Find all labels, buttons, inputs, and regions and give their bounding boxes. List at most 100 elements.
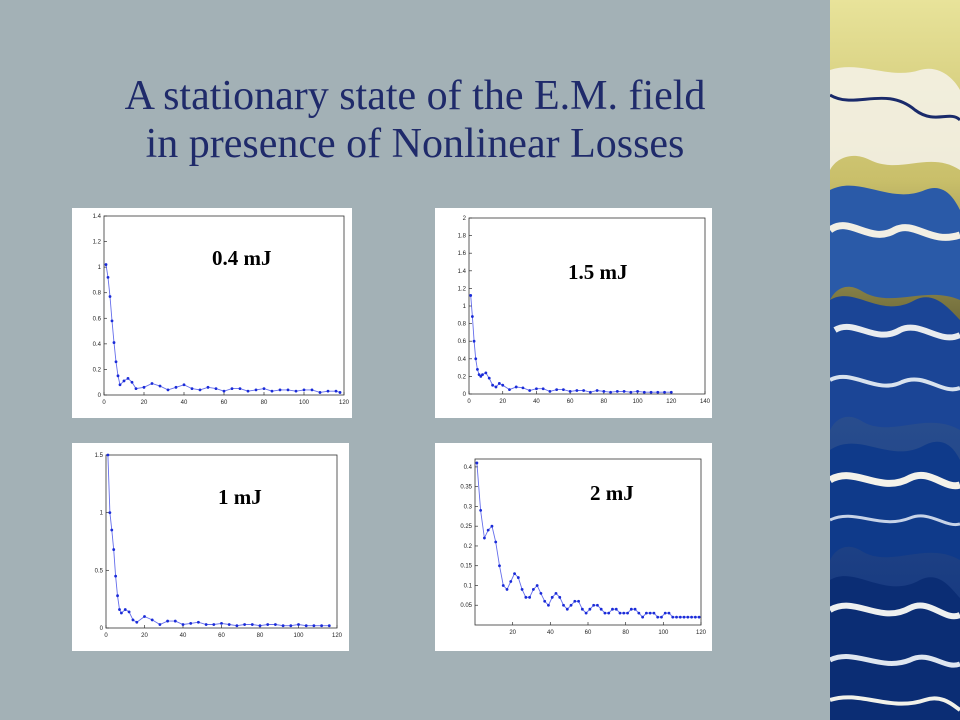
x-tick-label: 120 <box>339 400 350 406</box>
data-point <box>338 391 342 394</box>
x-tick-label: 20 <box>141 400 148 406</box>
data-point <box>636 389 639 393</box>
data-point <box>110 528 114 532</box>
data-point <box>297 623 300 626</box>
data-point <box>289 624 293 628</box>
data-point <box>230 387 234 391</box>
x-tick-label: 80 <box>601 399 608 405</box>
data-point <box>491 383 494 387</box>
data-point <box>596 603 599 607</box>
data-point <box>603 611 607 615</box>
y-tick-label: 0.05 <box>460 603 472 609</box>
data-point <box>528 595 532 599</box>
data-point <box>135 620 139 624</box>
chart-label-1mj: 1 mJ <box>218 485 262 509</box>
slide-title-line-1: A stationary state of the E.M. field <box>124 73 706 119</box>
data-point <box>637 611 641 615</box>
chart-panel-0-4mj: 0 20 40 60 80 100 120 0 0.2 0.4 0.6 0.8 1 1.2 1.4 0.4 … <box>72 208 352 418</box>
data-point <box>274 623 277 626</box>
data-point <box>582 389 586 392</box>
data-point <box>528 389 532 392</box>
data-point <box>539 591 543 595</box>
data-point <box>312 624 316 628</box>
data-point <box>602 389 606 393</box>
data-point <box>286 388 290 392</box>
data-point <box>150 618 154 622</box>
data-point <box>114 360 118 364</box>
plot-frame <box>105 454 338 629</box>
y-tick-label: 0.8 <box>458 322 467 328</box>
data-point <box>656 615 660 619</box>
data-point <box>479 508 483 512</box>
x-tick-label: 140 <box>700 399 711 405</box>
y-tick-label: 0.2 <box>464 544 473 550</box>
data-point <box>622 389 626 393</box>
data-point <box>562 603 565 607</box>
data-point <box>262 387 266 391</box>
data-point <box>479 375 483 378</box>
data-point <box>142 385 146 389</box>
data-point <box>318 391 322 394</box>
y-tick-label: 1 <box>463 304 467 310</box>
data-point <box>675 615 678 619</box>
data-point <box>535 584 539 587</box>
x-tick-label: 120 <box>666 399 677 405</box>
data-point <box>649 390 653 394</box>
y-tick-label: 0.25 <box>460 524 472 530</box>
x-tick-label: 100 <box>633 399 644 405</box>
y-tick-label: 1.2 <box>458 286 467 292</box>
chart-label-2mj: 2 mJ <box>590 481 634 505</box>
data-point <box>548 389 552 393</box>
data-point <box>607 611 611 615</box>
data-point <box>554 591 558 595</box>
data-point <box>477 373 481 377</box>
y-tick-label: 0.15 <box>460 564 472 570</box>
y-tick-label: 1.8 <box>458 234 467 240</box>
data-point <box>609 390 612 394</box>
data-point <box>565 607 569 611</box>
x-tick-label: 60 <box>585 630 592 636</box>
data-point <box>122 379 126 383</box>
y-tick-label: 0 <box>100 626 104 632</box>
data-point <box>584 611 588 615</box>
data-point <box>486 528 490 532</box>
data-point <box>520 588 524 591</box>
data-point <box>472 339 476 343</box>
data-point <box>281 624 285 628</box>
data-point <box>516 576 520 579</box>
x-tick-label: 40 <box>547 630 554 636</box>
x-tick-label: 80 <box>622 630 629 636</box>
data-point <box>112 341 116 344</box>
chart-label-1-5mj: 1.5 mJ <box>568 260 628 284</box>
data-point <box>118 608 121 611</box>
data-point <box>541 387 545 391</box>
data-point <box>484 371 488 375</box>
data-point <box>595 389 599 392</box>
data-point <box>278 388 282 392</box>
data-point <box>509 580 513 583</box>
y-tick-label: 1 <box>100 511 104 517</box>
data-point <box>535 387 538 391</box>
data-point <box>116 594 119 598</box>
y-tick-label: 0.4 <box>458 357 467 363</box>
y-tick-label: 0.6 <box>93 316 102 322</box>
data-point <box>130 380 134 384</box>
data-point <box>671 615 675 619</box>
data-point <box>476 367 479 371</box>
data-point <box>110 319 114 323</box>
data-point <box>190 387 194 391</box>
data-point <box>513 572 516 576</box>
y-tick-label: 1 <box>98 265 102 271</box>
data-point <box>174 385 178 389</box>
data-point <box>592 603 596 607</box>
data-point <box>644 611 648 615</box>
data-point <box>633 607 637 611</box>
data-point <box>682 615 686 619</box>
chart-svg-1-5mj: 0 20 40 60 80 100 120 140 0 0.2 0.4 0.6 0.8 1 1.2 1.4 1.… <box>458 216 711 405</box>
data-point <box>497 382 501 385</box>
data-point <box>243 623 247 626</box>
data-point <box>656 390 660 394</box>
data-point <box>629 390 633 394</box>
data-point <box>104 263 108 266</box>
x-tick-label: 100 <box>299 400 310 406</box>
